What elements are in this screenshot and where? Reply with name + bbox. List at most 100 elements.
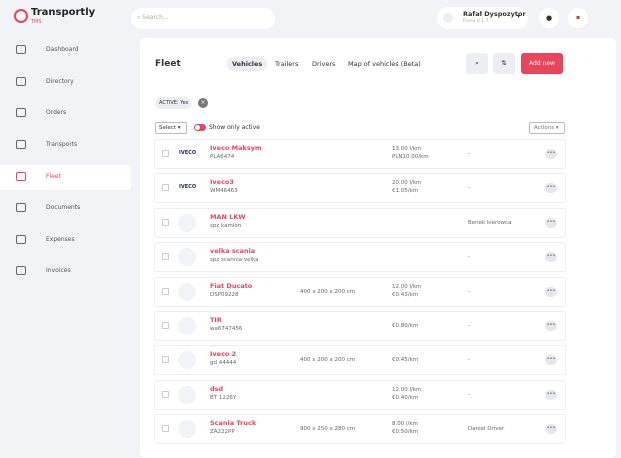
notifications[interactable]: ● bbox=[539, 8, 559, 28]
sidebar-item[interactable]: Transports bbox=[46, 141, 78, 148]
driver: - bbox=[468, 357, 470, 364]
vehicle-plate: BT 1226Y bbox=[210, 394, 237, 401]
user-company: Firma 0.1.7 bbox=[463, 19, 489, 24]
row[interactable] bbox=[154, 207, 566, 238]
sidebar-item[interactable]: Fleet bbox=[46, 173, 61, 180]
page-title: Fleet bbox=[155, 59, 181, 69]
vehicle-plate: PLA6474 bbox=[210, 154, 235, 160]
vehicle-plate: ZA222PP bbox=[210, 429, 235, 436]
row-menu[interactable]: ••• bbox=[545, 424, 557, 435]
sidebar-item[interactable]: Dashboard bbox=[46, 46, 79, 53]
row[interactable] bbox=[154, 345, 566, 376]
vehicle-plate: WM46463 bbox=[210, 188, 238, 195]
row-menu[interactable]: ••• bbox=[545, 149, 557, 159]
chip-remove[interactable]: × bbox=[198, 98, 208, 108]
checkbox[interactable] bbox=[162, 287, 169, 295]
driver: - bbox=[468, 391, 470, 398]
search-button[interactable]: ⌕ bbox=[466, 53, 488, 74]
vehicle-name[interactable]: Iveco3 bbox=[210, 178, 234, 187]
row[interactable] bbox=[154, 173, 566, 204]
checkbox[interactable] bbox=[162, 150, 169, 157]
vehicle-plate: gd 44444 bbox=[210, 360, 237, 367]
toggle[interactable] bbox=[194, 124, 206, 131]
vehicle-icon bbox=[178, 248, 196, 267]
search-placeholder: ⌕ Search... bbox=[137, 14, 169, 21]
rate: €0.40/km bbox=[392, 394, 419, 401]
vehicle-plate: DSP09228 bbox=[210, 291, 239, 298]
rate: €0.50/km bbox=[392, 429, 419, 436]
vehicle-name[interactable]: MAN LKW bbox=[210, 212, 246, 221]
dimensions: 900 x 250 x 280 cm bbox=[300, 426, 356, 433]
user-menu[interactable] bbox=[437, 7, 528, 29]
vehicle-icon bbox=[178, 213, 196, 232]
search-box[interactable] bbox=[131, 8, 275, 29]
driver: - bbox=[468, 288, 470, 295]
vehicle-name[interactable]: Iveco Maksym bbox=[210, 144, 262, 152]
vehicle-icon bbox=[178, 317, 196, 335]
actions-text: Actions bbox=[534, 125, 555, 131]
rate: €1.05/km bbox=[392, 188, 419, 195]
sidebar-icon bbox=[16, 140, 26, 149]
sidebar-icon bbox=[16, 266, 26, 275]
sidebar-item[interactable]: Expenses bbox=[46, 236, 75, 243]
row[interactable] bbox=[154, 311, 566, 341]
checkbox[interactable] bbox=[162, 322, 169, 329]
row[interactable] bbox=[154, 242, 566, 273]
vehicle-plate: spz kamion bbox=[210, 222, 242, 229]
sort-button[interactable]: ⇅ bbox=[493, 53, 515, 74]
rate: €0.80/km bbox=[392, 323, 419, 329]
row[interactable] bbox=[154, 276, 566, 307]
vehicle-name[interactable]: Scania Truck bbox=[210, 419, 257, 428]
row-menu[interactable]: ••• bbox=[545, 252, 557, 263]
checkbox[interactable] bbox=[162, 356, 169, 364]
select-dropdown[interactable]: Select ▾ bbox=[155, 122, 187, 134]
sidebar-icon bbox=[16, 172, 26, 181]
row-menu[interactable]: ••• bbox=[545, 217, 557, 228]
driver: - bbox=[468, 185, 470, 192]
row-menu[interactable]: ••• bbox=[545, 321, 557, 331]
checkbox[interactable] bbox=[162, 184, 169, 192]
vehicle-plate: wa6747456 bbox=[210, 326, 243, 332]
sidebar-item[interactable]: Documents bbox=[46, 204, 81, 211]
checkbox[interactable] bbox=[162, 425, 169, 433]
app: Transportly TMS ⌕ Search... Rafał Dyspoz… bbox=[0, 7, 616, 458]
vehicle-name[interactable]: TIR bbox=[210, 316, 222, 324]
checkbox[interactable] bbox=[162, 253, 169, 261]
row-menu[interactable]: ••• bbox=[545, 183, 557, 194]
row[interactable] bbox=[154, 139, 566, 169]
dimensions: 400 x 200 x 200 cm bbox=[300, 357, 356, 364]
vehicle-name[interactable]: Iveco 2 bbox=[210, 350, 237, 359]
row-menu[interactable]: ••• bbox=[545, 389, 557, 400]
tab[interactable]: Drivers bbox=[312, 60, 336, 68]
driver: Daniel Driver bbox=[468, 426, 505, 433]
sidebar-item[interactable]: Directory bbox=[46, 78, 74, 85]
rate: 20.00 l/km bbox=[392, 180, 422, 187]
add-button[interactable]: Add new bbox=[521, 53, 563, 74]
vehicle-icon bbox=[178, 420, 196, 439]
dimensions: 400 x 200 x 200 cm bbox=[300, 288, 356, 295]
tab[interactable]: Trailers bbox=[275, 60, 299, 68]
vehicle-name[interactable]: Fiat Ducato bbox=[210, 281, 253, 290]
sidebar-item[interactable]: Invoices bbox=[46, 267, 71, 274]
checkbox[interactable] bbox=[162, 218, 169, 226]
driver: - bbox=[468, 323, 470, 329]
driver: - bbox=[468, 151, 470, 157]
row[interactable] bbox=[154, 414, 566, 445]
tab[interactable]: Map of vehicles (Beta) bbox=[348, 60, 421, 68]
language[interactable]: ▪ bbox=[568, 8, 588, 28]
avatar bbox=[443, 13, 453, 23]
content-card bbox=[140, 38, 616, 458]
vehicle-icon bbox=[178, 351, 196, 370]
checkbox[interactable] bbox=[162, 390, 169, 398]
actions-dropdown[interactable]: Actions ▾ bbox=[529, 122, 565, 134]
row-menu[interactable]: ••• bbox=[545, 286, 557, 297]
driver: - bbox=[468, 254, 470, 261]
row[interactable] bbox=[154, 379, 566, 410]
sidebar-item[interactable]: Orders bbox=[46, 109, 67, 116]
logo-icon bbox=[14, 9, 28, 23]
vehicle-name[interactable]: dsd bbox=[210, 384, 224, 393]
row-menu[interactable]: ••• bbox=[545, 355, 557, 366]
vehicle-name[interactable]: velka scania bbox=[210, 247, 256, 256]
toggle-label: Show only active bbox=[209, 124, 260, 131]
tab[interactable]: Vehicles bbox=[227, 57, 268, 71]
